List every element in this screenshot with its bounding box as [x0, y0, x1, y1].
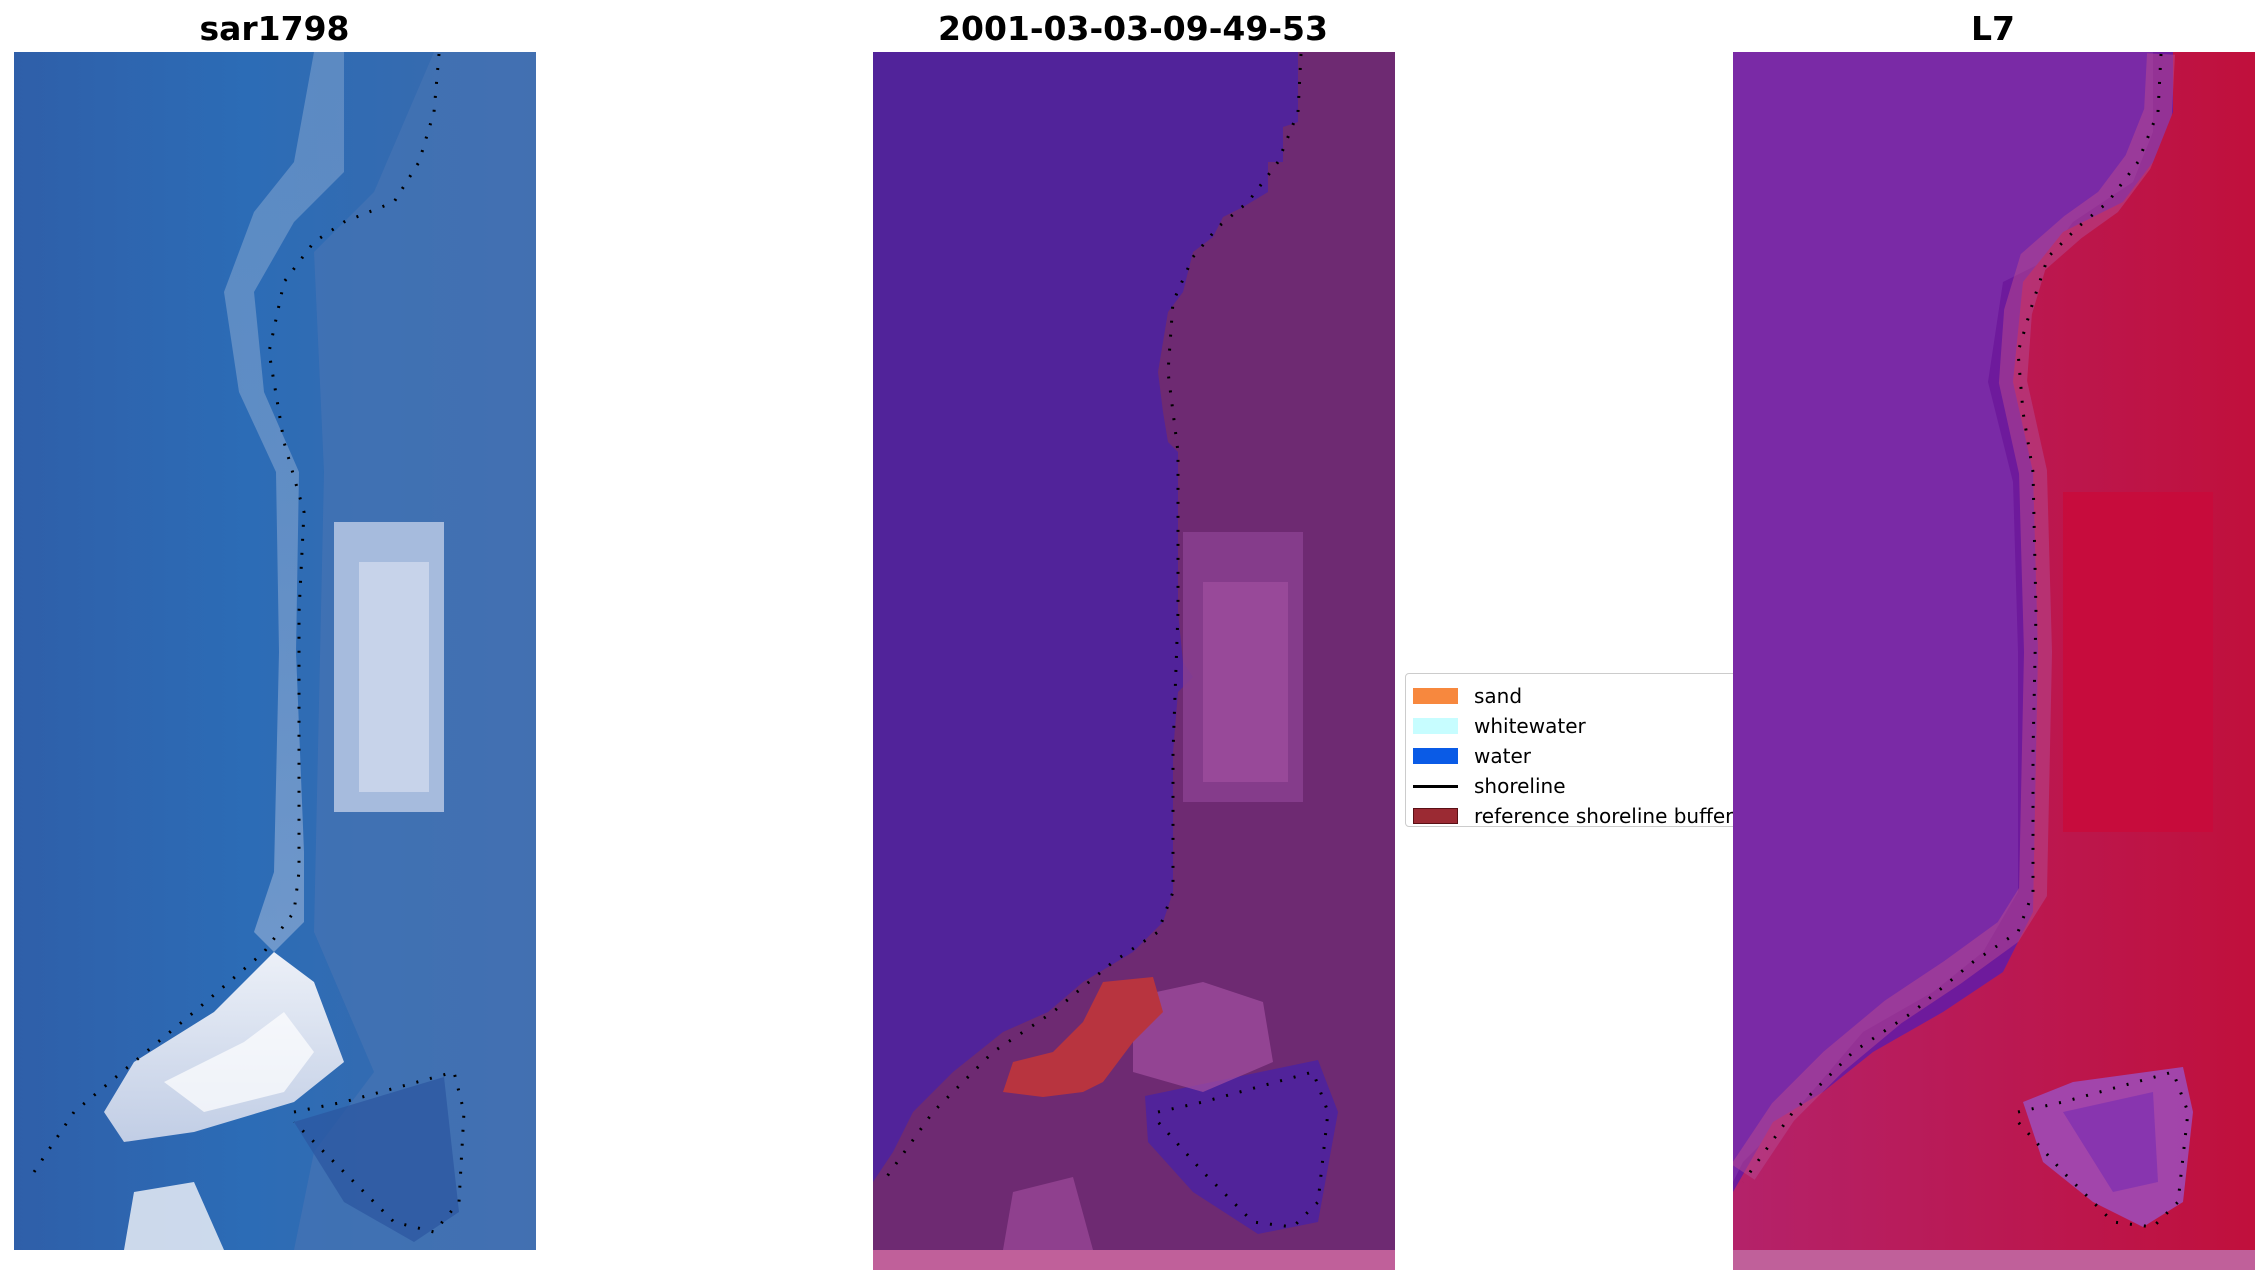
legend-label-water: water: [1474, 744, 1531, 768]
panel-title-classified: 2001-03-03-09-49-53: [938, 9, 1328, 48]
whitewater-swatch: [1413, 718, 1458, 734]
legend-label-shoreline: shoreline: [1474, 774, 1566, 798]
index-image: [1733, 52, 2255, 1270]
legend-label-buffer: reference shoreline buffer: [1474, 804, 1734, 827]
panel-title-index: L7: [1971, 9, 2015, 48]
legend-label-whitewater: whitewater: [1474, 714, 1586, 738]
shoreline-line-swatch: [1413, 784, 1458, 788]
water-swatch: [1413, 748, 1458, 764]
legend-item-whitewater: whitewater: [1413, 711, 1586, 741]
legend-item-buffer: reference shoreline buffer: [1413, 801, 1734, 827]
legend-item-shoreline: shoreline: [1413, 771, 1566, 801]
buffer-swatch: [1413, 808, 1458, 824]
classified-image: [873, 52, 1395, 1270]
sand-swatch: [1413, 688, 1458, 704]
legend-label-sand: sand: [1474, 684, 1523, 708]
legend-item-sand: sand: [1413, 681, 1522, 711]
index-image-panel: [1733, 52, 2255, 1270]
legend-item-water: water: [1413, 741, 1531, 771]
rgb-image-panel: [14, 52, 536, 1250]
classified-image-panel: [873, 52, 1395, 1270]
panel-title-rgb: sar1798: [199, 9, 350, 48]
rgb-image: [14, 52, 536, 1250]
